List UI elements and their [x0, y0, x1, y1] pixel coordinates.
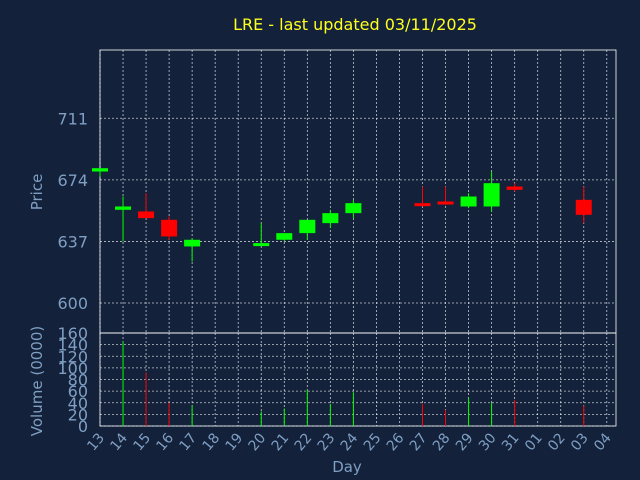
- price-panel-frame: [99, 49, 617, 334]
- x-tick-label: 14: [107, 430, 131, 454]
- volume-tick-label: 120: [57, 347, 88, 366]
- x-tick-label: 27: [407, 430, 431, 454]
- x-tick-label: 04: [591, 430, 615, 454]
- x-axis-label: Day: [332, 458, 362, 476]
- x-tick-label: 19: [223, 430, 247, 454]
- volume-tick-label: 40: [68, 394, 88, 413]
- x-tick-label: 20: [246, 430, 270, 454]
- volume-tick-label: 60: [68, 382, 88, 401]
- candle-up: [345, 203, 362, 214]
- price-tick-label: 600: [57, 294, 88, 313]
- volume-panel-frame: [99, 332, 617, 427]
- x-tick-label: 30: [476, 430, 500, 454]
- volume-axis-label: Volume (0000): [28, 326, 46, 436]
- candle-down: [161, 219, 178, 237]
- candle-down: [414, 203, 431, 207]
- price-axis-label: Price: [28, 174, 46, 211]
- price-tick-label: 674: [57, 171, 88, 190]
- volume-bars: [122, 341, 585, 426]
- price-tick-label: 637: [57, 232, 88, 251]
- x-tick-label: 26: [384, 430, 408, 454]
- volume-tick-label: 0: [78, 417, 88, 436]
- price-y-ticks: 600 637 674 711: [57, 109, 88, 313]
- x-tick-label: 25: [361, 430, 385, 454]
- x-tick-label: 15: [130, 430, 154, 454]
- x-tick-label: 23: [315, 430, 339, 454]
- candle-up: [299, 219, 316, 234]
- candle-down: [575, 199, 592, 215]
- x-tick-label: 17: [176, 430, 200, 454]
- candle-up: [253, 243, 270, 247]
- x-tick-label: 21: [269, 430, 293, 454]
- volume-tick-label: 100: [57, 359, 88, 378]
- x-tick-label: 28: [430, 430, 454, 454]
- volume-tick-label: 20: [68, 405, 88, 424]
- price-tick-label: 711: [57, 109, 88, 128]
- candle-up: [460, 196, 477, 207]
- x-tick-label: 22: [292, 430, 316, 454]
- candle-down: [437, 201, 454, 205]
- candle-up: [115, 206, 132, 210]
- candle-down: [506, 186, 523, 190]
- volume-tick-label: 160: [57, 324, 88, 343]
- x-tick-label: 31: [499, 430, 523, 454]
- chart-title: LRE - last updated 03/11/2025: [233, 15, 477, 34]
- candle-up: [92, 168, 108, 172]
- x-tick-label: 18: [200, 430, 224, 454]
- price-grid: [99, 50, 616, 333]
- volume-tick-label: 140: [57, 336, 88, 355]
- x-tick-label: 16: [153, 430, 177, 454]
- candles: [92, 168, 592, 262]
- volume-grid: [99, 332, 616, 427]
- candle-down: [138, 211, 155, 219]
- x-tick-label: 02: [545, 430, 569, 454]
- candle-up: [184, 239, 201, 247]
- x-tick-label: 29: [453, 430, 477, 454]
- x-tick-label: 24: [338, 430, 362, 454]
- candle-up: [276, 233, 293, 240]
- volume-tick-label: 80: [68, 371, 88, 390]
- x-tick-label: 01: [522, 430, 546, 454]
- candle-up: [483, 183, 500, 207]
- x-tick-label: 03: [568, 430, 592, 454]
- x-ticks: 13 14 15 16 17 18 19 20 21 22 23 24 25 26 27 28 29 30 31 01…: [84, 430, 615, 454]
- candle-up: [322, 213, 339, 224]
